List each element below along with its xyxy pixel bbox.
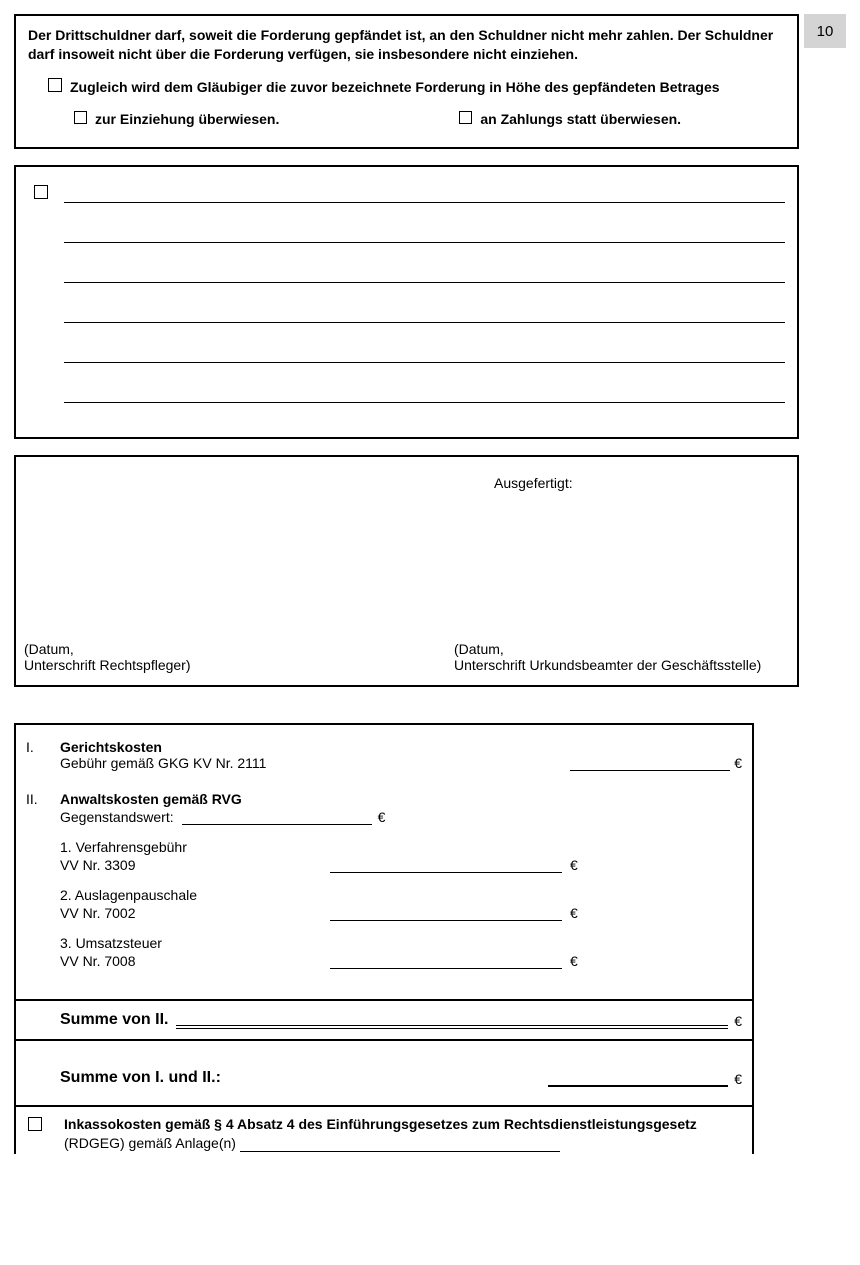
inkasso-rest: (RDGEG) gemäß Anlage(n) xyxy=(64,1135,240,1151)
write-line[interactable] xyxy=(64,247,785,283)
sig-left: (Datum, Unterschrift Rechtspfleger) xyxy=(24,641,454,673)
section-anwaltskosten: II. Anwaltskosten gemäß RVG Gegenstandsw… xyxy=(26,791,742,969)
item2-sub: VV Nr. 7002 xyxy=(60,905,330,921)
title-gerichtskosten: Gerichtskosten xyxy=(60,739,742,755)
checkbox-assignment[interactable] xyxy=(48,78,62,92)
freetext-row xyxy=(28,185,785,407)
sig-right-1: (Datum, xyxy=(454,641,785,657)
box-inkasso: Inkassokosten gemäß § 4 Absatz 4 des Ein… xyxy=(14,1105,754,1155)
sig-right: (Datum, Unterschrift Urkundsbeamter der … xyxy=(454,641,785,673)
section-gerichtskosten: I. Gerichtskosten Gebühr gemäß GKG KV Nr… xyxy=(26,739,742,771)
item-umsatzsteuer: 3. Umsatzsteuer VV Nr. 7008 € xyxy=(60,935,742,969)
input-gebuehr-gkg[interactable] xyxy=(570,770,730,771)
item-verfahrensgebuehr: 1. Verfahrensgebühr VV Nr. 3309 € xyxy=(60,839,742,873)
checkbox-zahlungsstatt[interactable] xyxy=(459,111,472,124)
sig-right-2: Unterschrift Urkundsbeamter der Geschäft… xyxy=(454,657,785,673)
signature-row: (Datum, Unterschrift Rechtspfleger) (Dat… xyxy=(24,641,785,673)
euro: € xyxy=(734,755,742,771)
write-line[interactable] xyxy=(64,207,785,243)
label-zahlungsstatt: an Zahlungs statt überwiesen. xyxy=(480,111,681,127)
label-einziehung: zur Einziehung überwiesen. xyxy=(95,111,279,127)
box-drittschuldner: Der Drittschuldner darf, soweit die Ford… xyxy=(14,14,799,149)
euro: € xyxy=(570,905,578,921)
label-summe-total: Summe von I. und II.: xyxy=(60,1069,221,1087)
euro: € xyxy=(378,809,386,825)
item1-title: 1. Verfahrensgebühr xyxy=(60,839,742,855)
inkasso-bold: Inkassokosten gemäß § 4 Absatz 4 des Ein… xyxy=(64,1116,697,1132)
option-einziehung: zur Einziehung überwiesen. xyxy=(74,111,279,127)
item-auslagenpauschale: 2. Auslagenpauschale VV Nr. 7002 € xyxy=(60,887,742,921)
write-line[interactable] xyxy=(64,367,785,403)
heading-drittschuldner: Der Drittschuldner darf, soweit die Ford… xyxy=(28,26,785,64)
assignment-intro: Zugleich wird dem Gläubiger die zuvor be… xyxy=(70,78,720,97)
sig-left-1: (Datum, xyxy=(24,641,454,657)
label-summe-ii: Summe von II. xyxy=(60,1011,168,1029)
box-signatures: Ausgefertigt: (Datum, Unterschrift Recht… xyxy=(14,455,799,687)
checkbox-freetext[interactable] xyxy=(34,185,48,199)
row-gebuehr-gkg: Gebühr gemäß GKG KV Nr. 2111 € xyxy=(60,755,742,771)
sig-left-2: Unterschrift Rechtspfleger) xyxy=(24,657,454,673)
euro: € xyxy=(734,1071,742,1087)
roman-i: I. xyxy=(26,739,60,771)
input-gegenstandswert[interactable] xyxy=(182,824,372,825)
item3-title: 3. Umsatzsteuer xyxy=(60,935,742,951)
input-verfahrensgebuehr[interactable] xyxy=(330,872,562,873)
item2-title: 2. Auslagenpauschale xyxy=(60,887,742,903)
input-inkasso-anlage[interactable] xyxy=(240,1151,560,1152)
summe-ii-bar: Summe von II. € xyxy=(16,999,752,1041)
label-gebuehr-gkg: Gebühr gemäß GKG KV Nr. 2111 xyxy=(60,755,266,771)
page-number: 10 xyxy=(804,14,846,48)
input-auslagenpauschale[interactable] xyxy=(330,920,562,921)
euro: € xyxy=(570,953,578,969)
input-umsatzsteuer[interactable] xyxy=(330,968,562,969)
row-gegenstandswert: Gegenstandswert: € xyxy=(60,809,742,825)
item1-sub: VV Nr. 3309 xyxy=(60,857,330,873)
costs-container: I. Gerichtskosten Gebühr gemäß GKG KV Nr… xyxy=(14,723,754,1105)
option-zahlungsstatt: an Zahlungs statt überwiesen. xyxy=(459,111,681,127)
item3-sub: VV Nr. 7008 xyxy=(60,953,330,969)
summe-total-row: Summe von I. und II.: € xyxy=(16,1041,752,1105)
euro: € xyxy=(734,1013,742,1029)
euro: € xyxy=(570,857,578,873)
ausgefertigt-label: Ausgefertigt: xyxy=(24,475,785,491)
input-summe-ii[interactable] xyxy=(176,1023,728,1029)
write-line[interactable] xyxy=(64,327,785,363)
row-assignment: Zugleich wird dem Gläubiger die zuvor be… xyxy=(28,78,785,97)
write-line[interactable] xyxy=(64,185,785,203)
sub-options: zur Einziehung überwiesen. an Zahlungs s… xyxy=(28,111,785,127)
write-line[interactable] xyxy=(64,287,785,323)
title-anwaltskosten: Anwaltskosten gemäß RVG xyxy=(60,791,742,807)
checkbox-einziehung[interactable] xyxy=(74,111,87,124)
checkbox-inkasso[interactable] xyxy=(28,1117,42,1131)
input-summe-total[interactable] xyxy=(548,1085,728,1087)
label-gegenstandswert: Gegenstandswert: xyxy=(60,809,174,825)
roman-ii: II. xyxy=(26,791,60,969)
box-freetext xyxy=(14,165,799,439)
